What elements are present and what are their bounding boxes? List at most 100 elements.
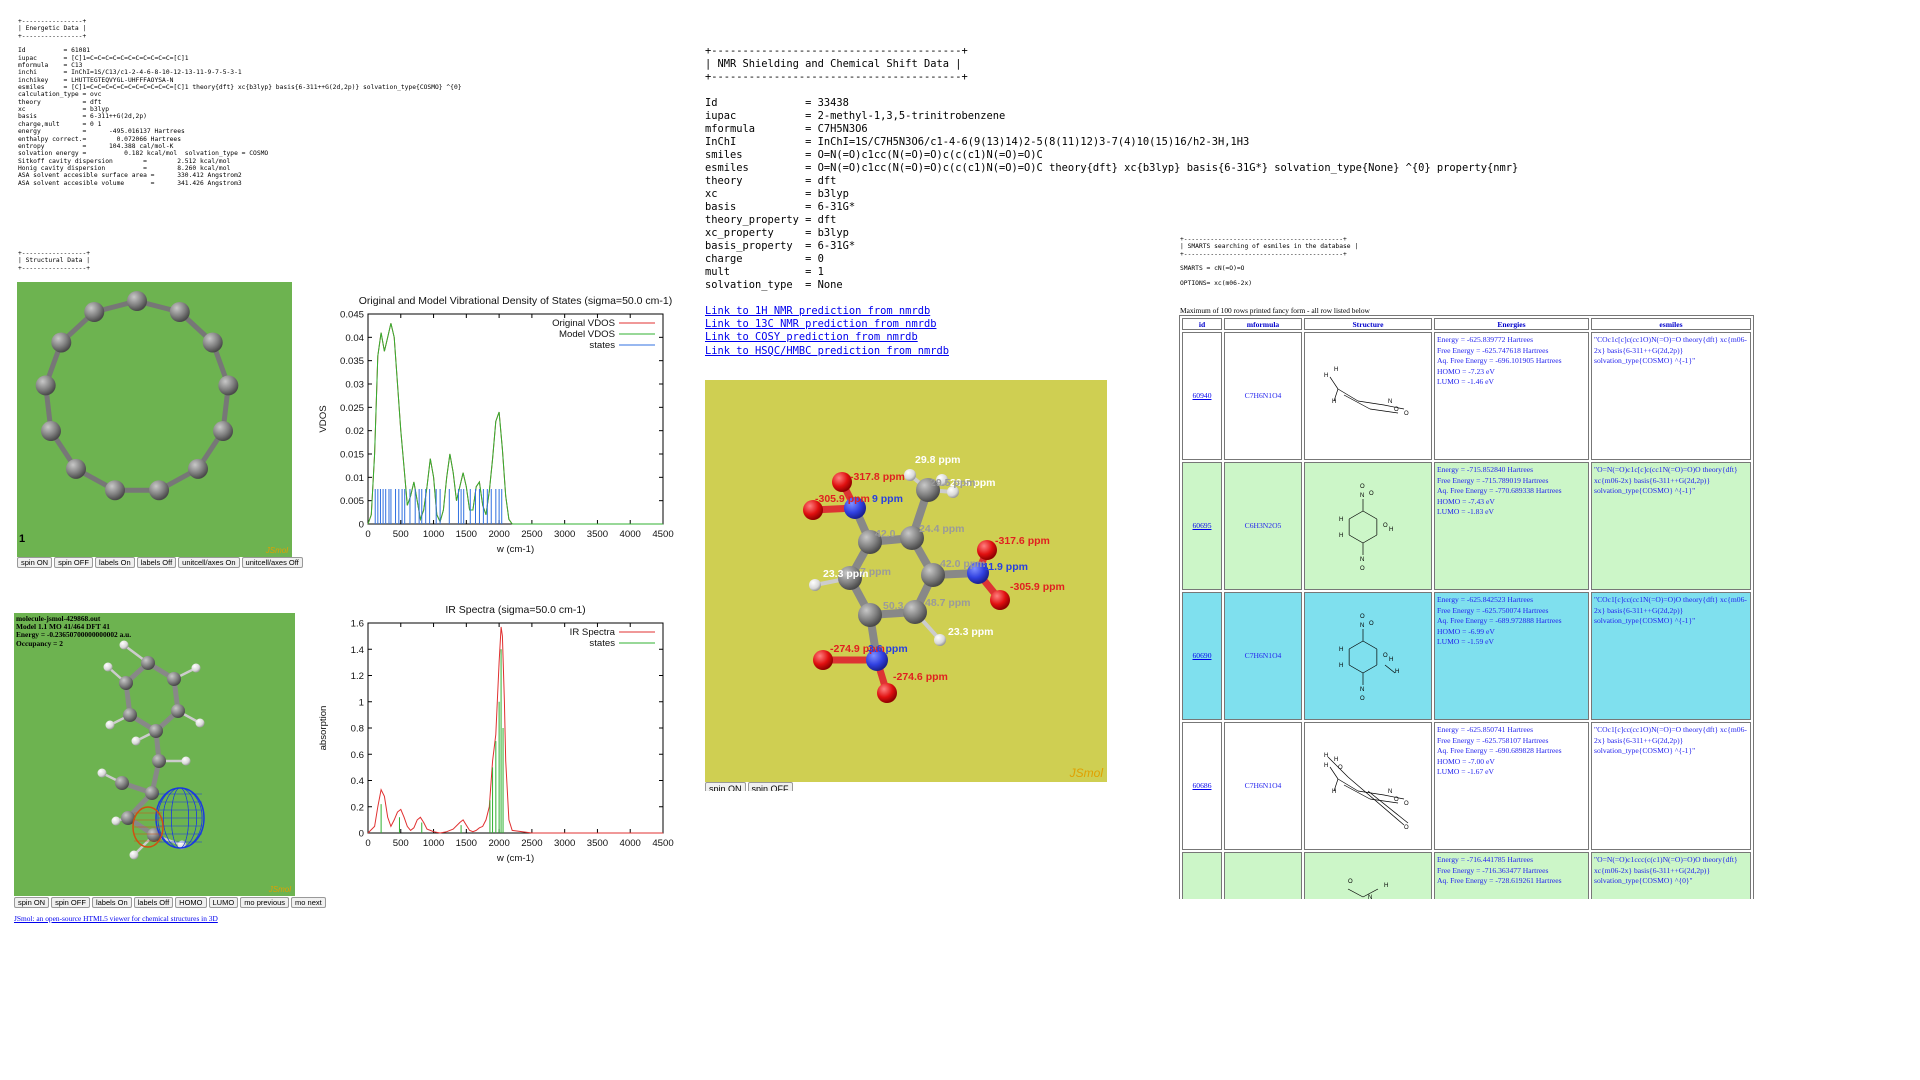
structure-bond xyxy=(1329,377,1339,390)
mo-previous-button[interactable]: mo previous xyxy=(240,897,290,908)
mo-info-line: Energy = -0.23650700000000002 a.u. xyxy=(16,630,132,640)
smarts-search-text: +---------------------------------------… xyxy=(1180,236,1359,288)
labels-off-button[interactable]: labels Off xyxy=(136,557,177,568)
row-id-link[interactable]: 60695 xyxy=(1192,520,1212,530)
unitcell-axes-on-button[interactable]: unitcell/axes On xyxy=(178,557,240,568)
y-tick-label: 0.04 xyxy=(345,333,364,344)
carbon-atom xyxy=(84,301,105,322)
jsmol-viewer-ring[interactable]: 1 JSmol xyxy=(17,282,292,557)
jsmol-logo: JSmol xyxy=(268,885,291,894)
row-mformula xyxy=(1224,852,1302,899)
y-tick-label: 0 xyxy=(359,829,364,840)
x-tick-label: 3000 xyxy=(554,838,575,849)
energy-line: Aq. Free Energy = -728.619261 Hartrees xyxy=(1437,876,1562,886)
row-id-link[interactable]: 60686 xyxy=(1192,780,1212,790)
structure-atom-label: N xyxy=(1360,687,1364,693)
spin-on-button[interactable]: spin ON xyxy=(705,782,746,791)
structure-atom-label: N xyxy=(1360,557,1364,563)
shift-label: 11.9 ppm xyxy=(983,561,1028,573)
column-header-id: id xyxy=(1182,318,1222,330)
row-id-link[interactable]: 60690 xyxy=(1192,650,1212,660)
structure-atom-label: H xyxy=(1334,757,1338,763)
carbon-atom xyxy=(149,480,170,501)
row-mformula: C7H6N1O4 xyxy=(1224,332,1302,460)
jsmol-viewer-tnt[interactable]: -317.8 ppm -305.9 ppm 9 ppm 29.8 ppm 29.5 pp… xyxy=(705,380,1107,782)
y-tick-label: 0 xyxy=(359,520,364,531)
energy-line: LUMO = -1.67 eV xyxy=(1437,767,1495,777)
mo-info: molecule-jsmol-429868.out Model 1.1 MO 4… xyxy=(16,614,132,648)
shift-label: -317.6 ppm xyxy=(995,535,1050,547)
row-id-link[interactable]: 60940 xyxy=(1192,390,1212,400)
structure-bond xyxy=(1333,779,1339,792)
labels-off-button[interactable]: labels Off xyxy=(133,897,174,908)
row-mformula: C6H3N2O5 xyxy=(1224,462,1302,590)
structure-atom-label: O xyxy=(1338,765,1343,771)
series-line xyxy=(367,323,663,525)
structure-atom-label: H xyxy=(1339,663,1343,669)
spin-off-button[interactable]: spin OFF xyxy=(747,782,793,791)
carbon-atom xyxy=(147,828,161,842)
jsmol-viewer-orbital[interactable]: molecule-jsmol-429868.out Model 1.1 MO 4… xyxy=(14,613,295,896)
unitcell-axes-off-button[interactable]: unitcell/axes Off xyxy=(241,557,303,568)
oxygen-atom xyxy=(977,540,997,560)
x-tick-label: 500 xyxy=(393,838,409,849)
x-tick-label: 1000 xyxy=(423,529,444,540)
y-tick-label: 1.6 xyxy=(351,619,364,630)
link-13c-nmr[interactable]: Link to 13C NMR prediction from nmrdb xyxy=(705,318,937,331)
carbon-atom xyxy=(167,672,181,686)
shift-label: 7 ppm xyxy=(860,566,891,578)
structure-atom-label: H xyxy=(1339,517,1343,523)
energy-line: Energy = -715.852840 Hartrees xyxy=(1437,465,1534,474)
spin-off-button[interactable]: spin OFF xyxy=(54,557,93,568)
structure-atom-label: O xyxy=(1369,491,1374,497)
oxygen-atom xyxy=(813,650,833,670)
labels-on-button[interactable]: labels On xyxy=(94,557,135,568)
shift-label: -274.6 ppm xyxy=(893,671,948,683)
mo-next-button[interactable]: mo next xyxy=(291,897,326,908)
x-tick-label: 1000 xyxy=(423,838,444,849)
structure-bond xyxy=(1384,664,1396,674)
y-tick-label: 0.035 xyxy=(340,356,364,367)
shift-label: 29.5 ppm xyxy=(950,477,996,489)
carbon-atom xyxy=(149,724,163,738)
carbon-atom xyxy=(65,458,86,479)
structure-atom-label: O xyxy=(1394,797,1399,803)
hydrogen-atom xyxy=(191,663,201,673)
structure-bond xyxy=(1362,640,1378,650)
jsmol-info-link[interactable]: JSmol: an open-source HTML5 viewer for c… xyxy=(14,914,218,923)
y-tick-label: 0.045 xyxy=(340,310,364,321)
energy-line: Free Energy = -625.750074 Hartrees xyxy=(1437,605,1549,615)
lumo-button[interactable]: LUMO xyxy=(208,897,239,908)
results-table-container[interactable]: id mformula Structure Energies esmiles 6… xyxy=(1179,315,1757,899)
chart-title: Original and Model Vibrational Density o… xyxy=(359,295,673,307)
hydrogen-atom xyxy=(936,474,948,486)
link-1h-nmr[interactable]: Link to 1H NMR prediction from nmrdb xyxy=(705,305,931,317)
spin-on-button[interactable]: spin ON xyxy=(17,557,53,568)
jsmol-logo: JSmol xyxy=(1069,766,1103,780)
link-hsqc-hmbc[interactable]: Link to HSQC/HMBC prediction from nmrdb xyxy=(705,344,949,357)
table-header-row: id mformula Structure Energies esmiles xyxy=(1182,318,1751,330)
structure-atom-label: O xyxy=(1360,484,1365,490)
carbon-ring-molecule xyxy=(35,291,239,501)
carbon-atom xyxy=(35,375,56,396)
y-tick-label: 0.03 xyxy=(345,380,364,391)
homo-button[interactable]: HOMO xyxy=(175,897,207,908)
y-tick-label: 0.4 xyxy=(351,776,365,787)
ir-spectra-chart: IR Spectra (sigma=50.0 cm-1) 0 500 1000 1500… xyxy=(318,604,674,864)
spin-on-button[interactable]: spin ON xyxy=(14,897,50,908)
labels-on-button[interactable]: labels On xyxy=(91,897,132,908)
structure-atom-label: H xyxy=(1395,669,1399,675)
link-cosy[interactable]: Link to COSY prediction from nmrdb xyxy=(705,331,918,344)
structure-atom-label: O xyxy=(1404,825,1409,831)
structure-bond xyxy=(1362,510,1378,520)
y-tick-label: 0.8 xyxy=(351,724,364,735)
carbon-atom xyxy=(921,563,945,587)
spin-off-button[interactable]: spin OFF xyxy=(51,897,90,908)
energy-line: Aq. Free Energy = -770.689338 Hartrees xyxy=(1437,486,1562,496)
orbital-lobe-negative xyxy=(132,806,164,848)
x-tick-label: 3500 xyxy=(587,529,608,540)
shift-label: -317.8 ppm xyxy=(850,471,905,483)
